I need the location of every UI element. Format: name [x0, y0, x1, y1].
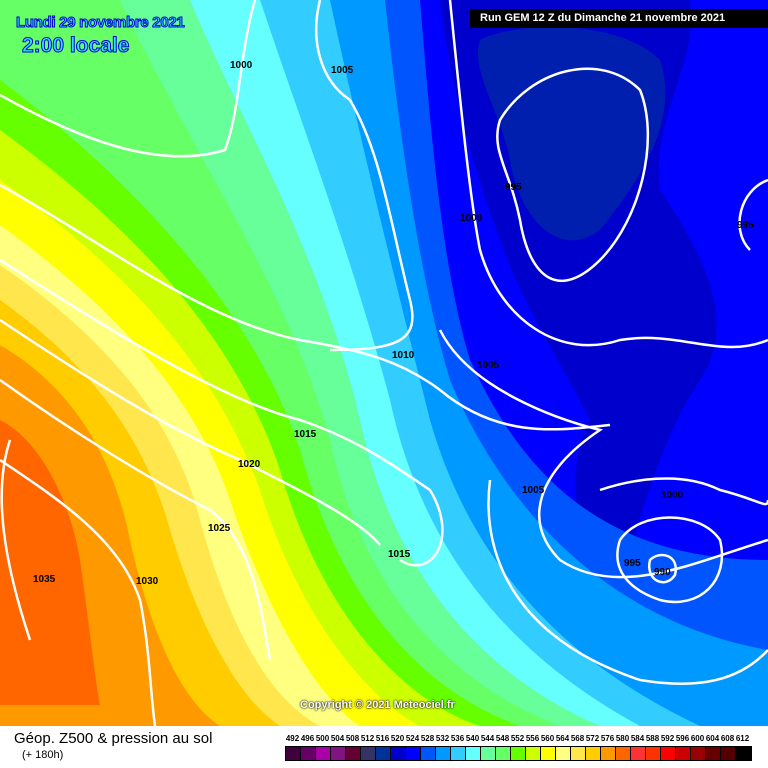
legend-swatch	[601, 747, 616, 760]
isobar-label: 1000	[230, 60, 253, 71]
legend-swatch	[421, 747, 436, 760]
isobar-label: 1025	[208, 523, 231, 534]
band-580	[0, 420, 100, 705]
legend-tick-label: 520	[390, 734, 405, 743]
color-scale-legend: 492 496 500 504 508 512 516 520 524 528 532 536 540 5…	[285, 734, 752, 761]
legend-tick-label: 600	[690, 734, 705, 743]
legend-tick-label: 540	[465, 734, 480, 743]
legend-swatch	[301, 747, 316, 760]
legend-tick-label: 552	[510, 734, 525, 743]
legend-swatch	[706, 747, 721, 760]
isobar-label: 1020	[238, 459, 261, 470]
isobar-label: 1035	[33, 574, 56, 585]
legend-tick-label: 584	[630, 734, 645, 743]
isobar-label: 990	[654, 567, 671, 578]
isobar-label: 995	[505, 182, 522, 193]
legend-tick-label: 564	[555, 734, 570, 743]
legend-tick-label: 524	[405, 734, 420, 743]
legend-swatch	[451, 747, 466, 760]
legend-swatch	[391, 747, 406, 760]
isobar-label: 1015	[388, 549, 411, 560]
legend-tick-label: 568	[570, 734, 585, 743]
legend-tick-label: 512	[360, 734, 375, 743]
legend-swatch	[436, 747, 451, 760]
legend-swatch	[571, 747, 586, 760]
isobar-label: 995	[624, 558, 641, 569]
legend-tick-label: 556	[525, 734, 540, 743]
legend-swatch	[691, 747, 706, 760]
isobar-label: 1005	[522, 485, 545, 496]
copyright: Copyright © 2021 Meteociel.fr	[300, 699, 455, 711]
legend-tick-label: 548	[495, 734, 510, 743]
legend-tick-label: 528	[420, 734, 435, 743]
legend-tick-label: 596	[675, 734, 690, 743]
legend-tick-label: 576	[600, 734, 615, 743]
forecast-time: 2:00 locale	[21, 34, 130, 58]
legend-swatch	[361, 747, 376, 760]
legend-tick-label: 532	[435, 734, 450, 743]
isobar-label: 1005	[477, 360, 500, 371]
isobar-labels: 1000 1005 995 1000 995 1010 1005 1015 10…	[33, 60, 754, 587]
legend-swatch	[616, 747, 631, 760]
legend-swatch	[586, 747, 601, 760]
isobar-lines	[0, 0, 768, 726]
isobar-label: 1000	[661, 490, 684, 501]
legend-swatch	[331, 747, 346, 760]
legend-swatch	[721, 747, 736, 760]
legend-tick-label: 572	[585, 734, 600, 743]
footer-title: Géop. Z500 & pression au sol	[14, 730, 213, 747]
legend-swatch	[646, 747, 661, 760]
legend-tick-label: 604	[705, 734, 720, 743]
legend-tick-label: 492	[285, 734, 300, 743]
legend-tick-label: 500	[315, 734, 330, 743]
legend-ticks: 492 496 500 504 508 512 516 520 524 528 532 536 540 5…	[285, 734, 752, 743]
legend-swatch	[526, 747, 541, 760]
legend-tick-label: 508	[345, 734, 360, 743]
legend-tick-label: 544	[480, 734, 495, 743]
legend-swatch	[466, 747, 481, 760]
legend-tick-label: 608	[720, 734, 735, 743]
legend-bar	[285, 746, 752, 761]
legend-tick-label: 560	[540, 734, 555, 743]
legend-tick-label: 496	[300, 734, 315, 743]
legend-tick-label: 516	[375, 734, 390, 743]
legend-swatch	[631, 747, 646, 760]
legend-tick-label: 504	[330, 734, 345, 743]
legend-swatch	[286, 747, 301, 760]
legend-swatch	[736, 747, 751, 760]
forecast-date: Lundi 29 novembre 2021	[15, 14, 185, 32]
geopotential-pressure-map: 1000 1005 995 1000 995 1010 1005 1015 10…	[0, 0, 768, 726]
legend-swatch	[541, 747, 556, 760]
legend-tick-label: 580	[615, 734, 630, 743]
legend-swatch	[316, 747, 331, 760]
legend-swatch	[496, 747, 511, 760]
legend-swatch	[376, 747, 391, 760]
legend-tick-label: 588	[645, 734, 660, 743]
legend-swatch	[511, 747, 526, 760]
isobar-label: 995	[737, 220, 754, 231]
legend-tick-label: 612	[735, 734, 750, 743]
legend-swatch	[406, 747, 421, 760]
isobar-label: 1005	[331, 65, 354, 76]
isobar-label: 1010	[392, 350, 415, 361]
band-516	[477, 26, 666, 241]
legend-tick-label: 592	[660, 734, 675, 743]
isobar-label: 1000	[460, 213, 483, 224]
legend-tick-label: 536	[450, 734, 465, 743]
legend-swatch	[676, 747, 691, 760]
isobar-label: 1015	[294, 429, 317, 440]
legend-swatch	[556, 747, 571, 760]
footer-panel: Géop. Z500 & pression au sol (+ 180h) 49…	[0, 726, 768, 768]
isobar-label: 1030	[136, 576, 159, 587]
legend-swatch	[346, 747, 361, 760]
legend-swatch	[481, 747, 496, 760]
legend-swatch	[661, 747, 676, 760]
model-run-label: Run GEM 12 Z du Dimanche 21 novembre 202…	[470, 9, 768, 28]
footer-subtitle: (+ 180h)	[22, 749, 64, 761]
